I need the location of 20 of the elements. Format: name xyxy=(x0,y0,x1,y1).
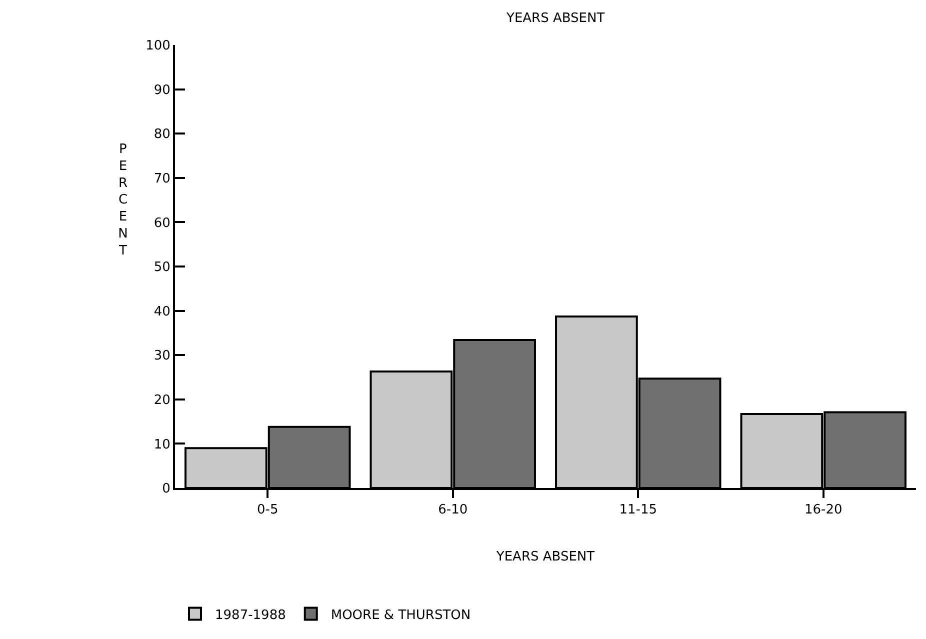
x-tick-label: 0-5 xyxy=(257,502,278,518)
y-tick-label: 50 xyxy=(154,260,170,276)
x-tick-label: 16-20 xyxy=(804,502,842,518)
legend-label: MOORE & THURSTON xyxy=(330,608,471,623)
y-tick-label: 40 xyxy=(154,304,170,320)
y-tick-label: 80 xyxy=(154,127,170,142)
y-tick-label: 90 xyxy=(154,82,170,98)
chart-title: YEARS ABSENT xyxy=(506,10,605,26)
x-axis-title: YEARS ABSENT xyxy=(495,550,595,565)
y-tick-label: 0 xyxy=(162,482,170,497)
y-tick-label: 20 xyxy=(154,392,170,408)
legend-label: 1987-1988 xyxy=(215,608,286,623)
y-tick-label: 10 xyxy=(154,437,170,452)
y-tick-label: 60 xyxy=(154,216,170,231)
x-tick-label: 6-10 xyxy=(438,502,468,518)
y-tick-label: 30 xyxy=(154,348,170,364)
y-axis-title: PERCENT xyxy=(118,142,128,258)
y-tick-label: 70 xyxy=(154,171,170,186)
x-tick-label: 11-15 xyxy=(619,502,658,518)
y-tick-label: 100 xyxy=(146,38,170,54)
